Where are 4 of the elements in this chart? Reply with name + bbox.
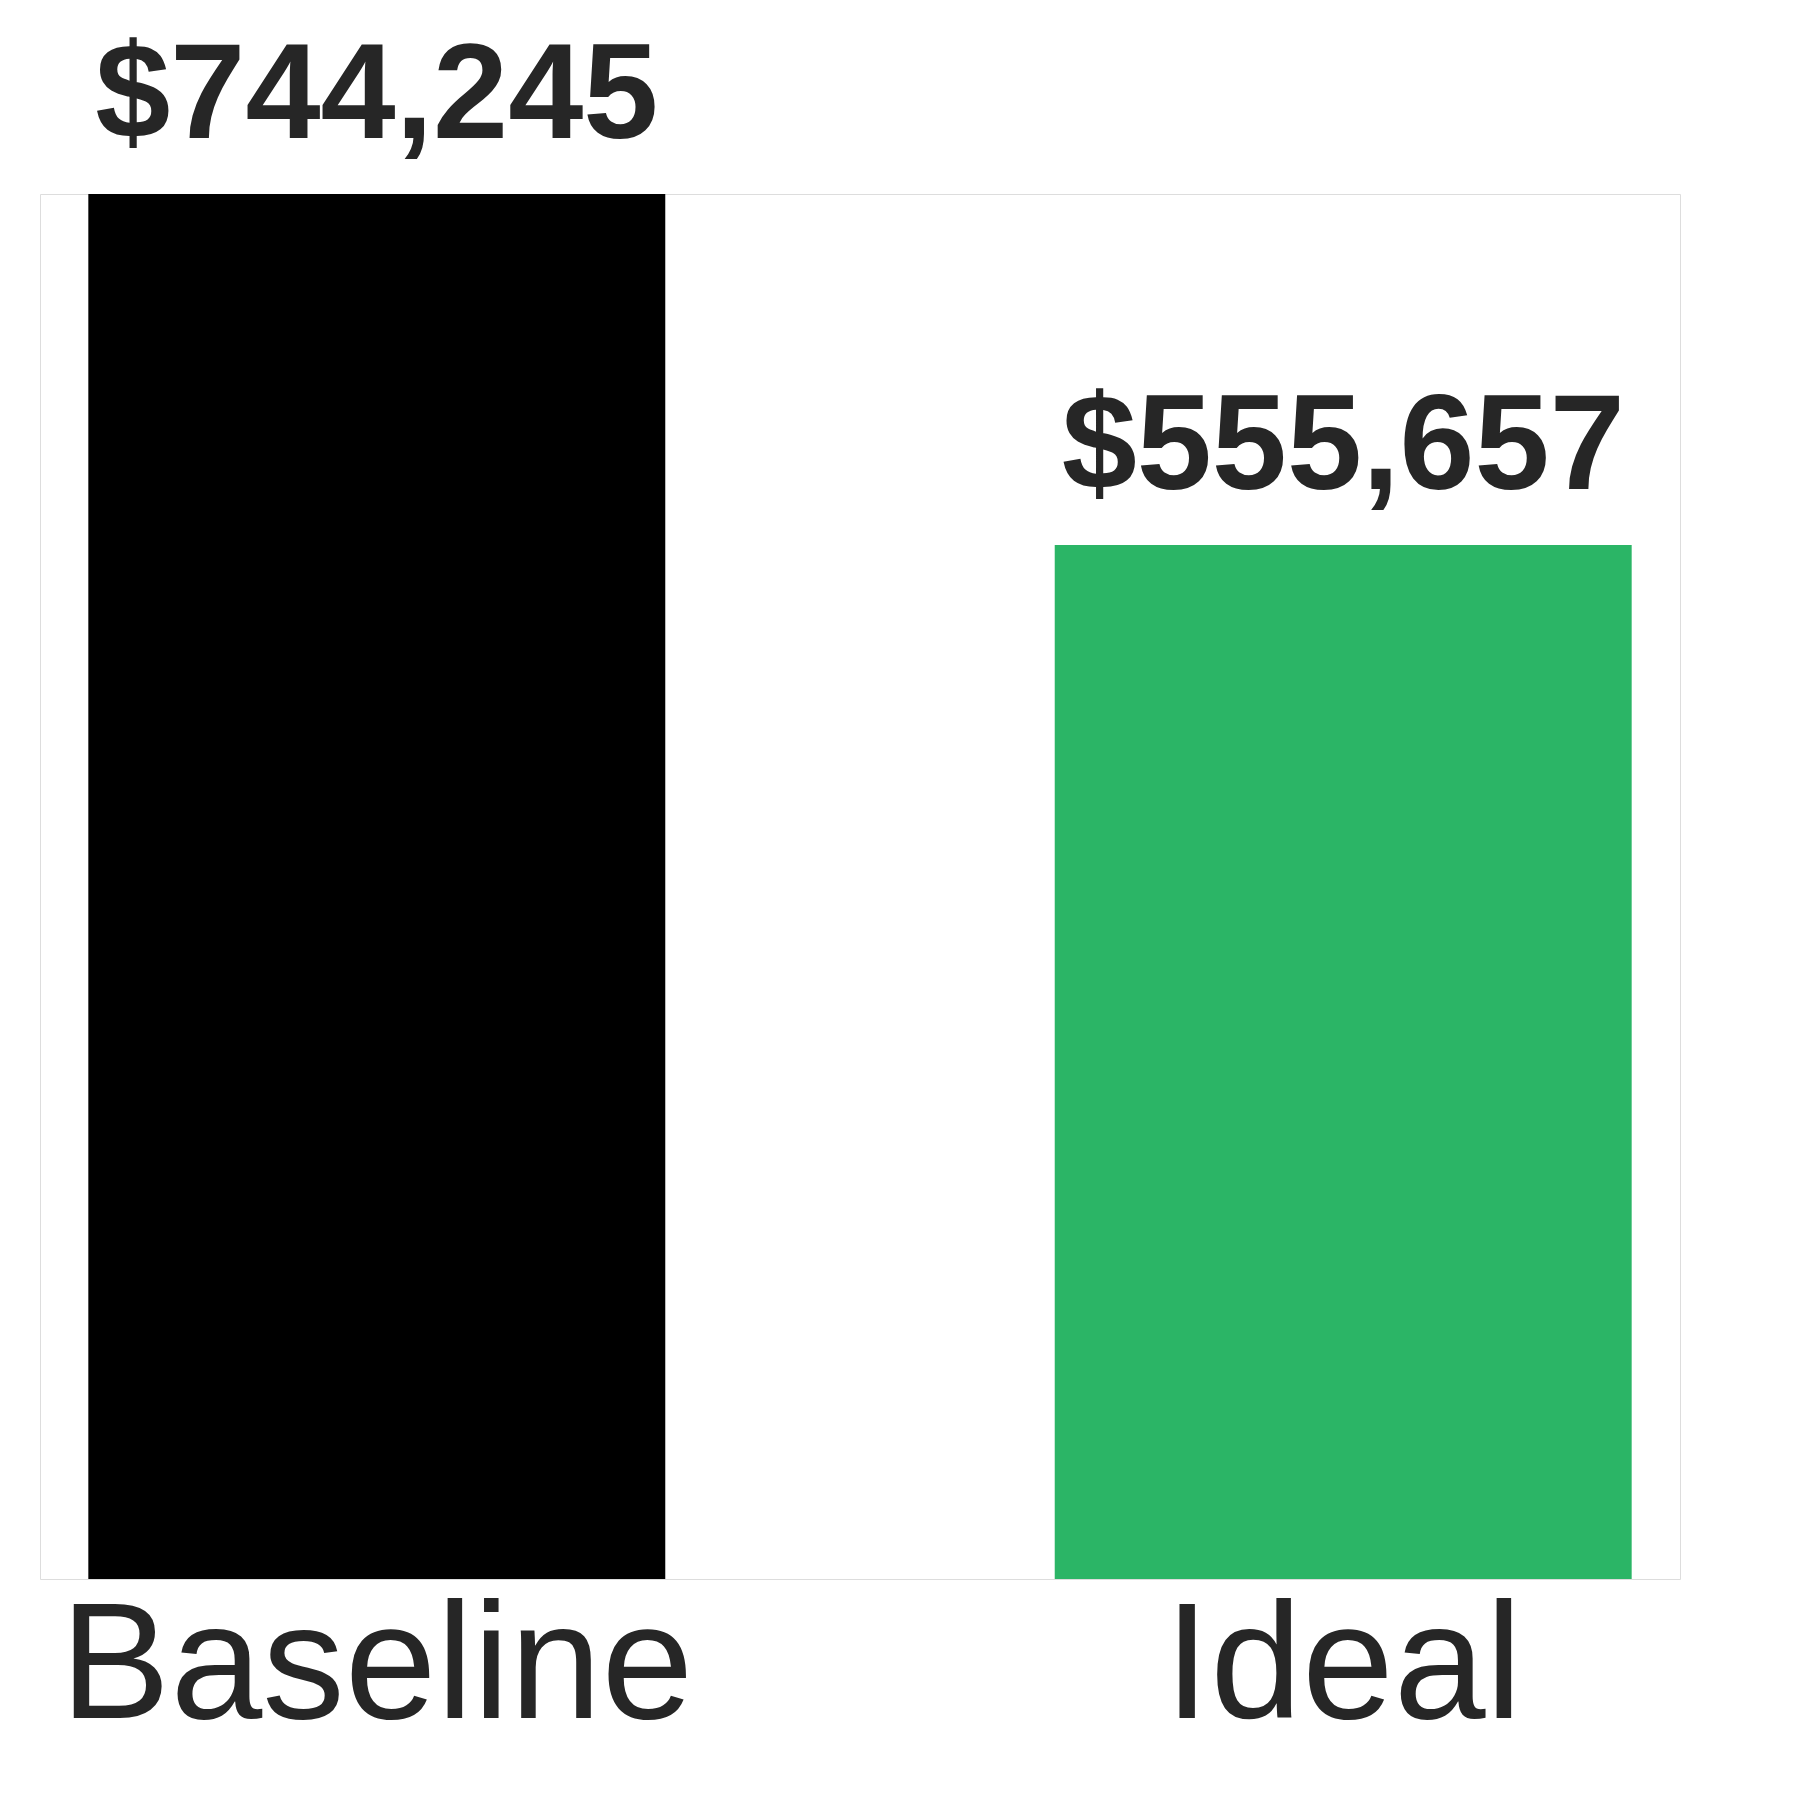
x-tick-label: Baseline: [60, 1568, 694, 1753]
data-label: $744,245: [95, 16, 659, 167]
data-label: $555,657: [1061, 366, 1625, 518]
x-tick-label: Ideal: [1164, 1568, 1523, 1753]
